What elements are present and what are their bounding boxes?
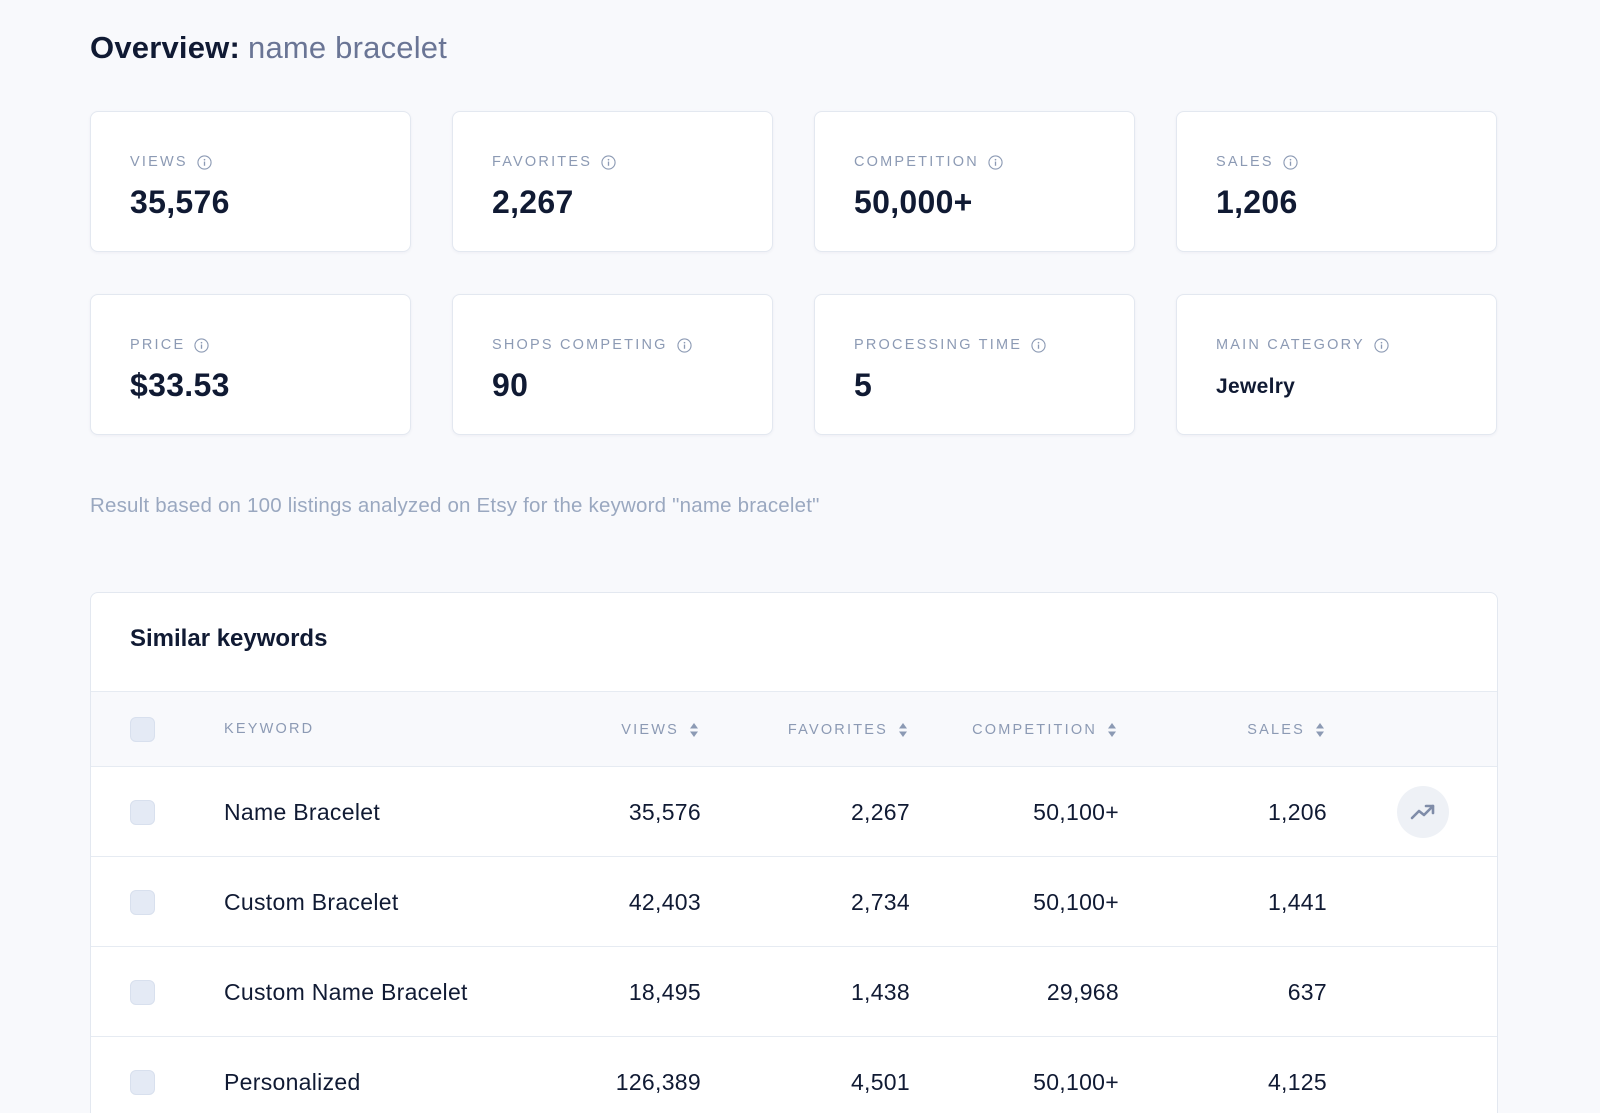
stat-value-main-category: Jewelry [1216,375,1296,398]
stat-card-main-category: MAIN CATEGORY Jewelry [1176,294,1497,435]
stat-value-views: 35,576 [130,184,230,220]
column-header-label: COMPETITION [972,722,1097,738]
sales-cell: 4,125 [1267,1069,1327,1095]
info-icon[interactable] [1283,154,1298,170]
stat-label-text: FAVORITES [492,154,593,170]
sort-icon[interactable] [898,721,908,739]
favorites-cell: 2,267 [850,799,910,825]
info-icon[interactable] [194,337,209,353]
table-row[interactable]: Personalized 126,389 4,501 50,100+ 4,125 [91,1037,1497,1113]
stat-card-views: VIEWS 35,576 [90,111,411,252]
favorites-cell: 1,438 [850,979,910,1005]
views-cell: 42,403 [628,889,701,915]
column-header-label: SALES [1247,722,1305,738]
stat-label-main-category: MAIN CATEGORY [1216,337,1389,353]
analysis-note: Result based on 100 listings analyzed on… [90,494,820,517]
stat-label-favorites: FAVORITES [492,154,616,170]
stat-value-sales: 1,206 [1216,184,1298,220]
info-icon[interactable] [197,154,212,170]
column-header-keyword: KEYWORD [224,721,314,737]
competition-cell: 50,100+ [1033,1069,1119,1095]
stat-label-text: PRICE [130,337,186,353]
row-checkbox[interactable] [130,800,155,825]
competition-cell: 50,100+ [1033,889,1119,915]
stat-label-sales: SALES [1216,154,1298,170]
sort-icon[interactable] [1107,721,1117,739]
stat-label-text: MAIN CATEGORY [1216,337,1365,353]
sort-icon[interactable] [1315,721,1325,739]
table-row[interactable]: Custom Name Bracelet 18,495 1,438 29,968… [91,947,1497,1037]
stat-label-price: PRICE [130,337,209,353]
column-header-label: KEYWORD [224,721,315,737]
sales-cell: 1,206 [1267,799,1327,825]
row-checkbox[interactable] [130,1070,155,1095]
column-header-label: VIEWS [621,722,679,738]
table-row[interactable]: Name Bracelet 35,576 2,267 50,100+ 1,206 [91,767,1497,857]
keyword-cell: Custom Bracelet [224,889,399,915]
trending-up-icon [1410,804,1435,820]
sales-cell: 1,441 [1267,889,1327,915]
stat-label-competition: COMPETITION [854,154,1003,170]
info-icon[interactable] [676,337,692,353]
favorites-cell: 4,501 [850,1069,910,1095]
column-header-label: FAVORITES [787,722,888,738]
stat-card-competition: COMPETITION 50,000+ [814,111,1135,252]
stat-card-price: PRICE $33.53 [90,294,411,435]
keyword-cell: Custom Name Bracelet [224,979,468,1005]
stat-label-views: VIEWS [130,154,212,170]
views-cell: 18,495 [628,979,701,1005]
sort-icon[interactable] [689,721,699,739]
column-header-favorites[interactable]: FAVORITES [788,721,908,739]
stat-card-favorites: FAVORITES 2,267 [452,111,773,252]
stat-card-processing-time: PROCESSING TIME 5 [814,294,1135,435]
page-title-label: Overview: [90,30,240,65]
column-header-sales[interactable]: SALES [1247,721,1325,739]
stat-label-text: SALES [1216,154,1274,170]
stat-value-competition: 50,000+ [854,184,973,220]
column-header-competition[interactable]: COMPETITION [972,721,1117,739]
stat-card-sales: SALES 1,206 [1176,111,1497,252]
favorites-cell: 2,734 [850,889,910,915]
stat-card-shops-competing: SHOPS COMPETING 90 [452,294,773,435]
stat-value-price: $33.53 [130,367,230,403]
stat-label-text: PROCESSING TIME [854,337,1023,353]
keyword-cell: Name Bracelet [224,799,381,825]
stat-label-shops-competing: SHOPS COMPETING [492,337,692,353]
stat-label-processing-time: PROCESSING TIME [854,337,1046,353]
column-header-views[interactable]: VIEWS [621,721,699,739]
similar-keywords-panel: Similar keywords KEYWORD VIEWS FAVORITES… [90,592,1498,1113]
row-checkbox[interactable] [130,890,155,915]
info-icon[interactable] [1374,337,1389,353]
views-cell: 126,389 [615,1069,701,1095]
views-cell: 35,576 [628,799,701,825]
info-icon[interactable] [988,154,1003,170]
stat-value-favorites: 2,267 [492,184,574,220]
stat-label-text: SHOPS COMPETING [492,337,668,353]
stat-value-shops-competing: 90 [492,367,529,403]
page-title-query: name bracelet [248,30,448,65]
trend-button[interactable] [1397,786,1449,838]
competition-cell: 29,968 [1046,979,1119,1005]
stat-label-text: COMPETITION [854,154,979,170]
page-title: Overview: name bracelet [90,30,447,66]
info-icon[interactable] [601,154,616,170]
competition-cell: 50,100+ [1033,799,1119,825]
table-row[interactable]: Custom Bracelet 42,403 2,734 50,100+ 1,4… [91,857,1497,947]
sales-cell: 637 [1287,979,1327,1005]
select-all-checkbox[interactable] [130,717,155,742]
row-checkbox[interactable] [130,980,155,1005]
info-icon[interactable] [1031,337,1046,353]
stat-label-text: VIEWS [130,154,188,170]
panel-title: Similar keywords [130,625,328,652]
table-header: KEYWORD VIEWS FAVORITES COMPETITION SALE… [91,691,1497,767]
keyword-cell: Personalized [224,1069,361,1095]
stat-value-processing-time: 5 [854,367,873,403]
